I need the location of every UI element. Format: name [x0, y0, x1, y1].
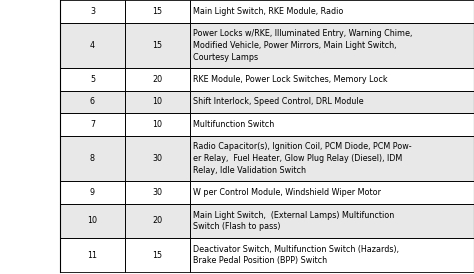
- Bar: [60, 136, 474, 181]
- Bar: [190, 238, 474, 272]
- Bar: [60, 113, 474, 136]
- Bar: [125, 68, 190, 91]
- Text: 30: 30: [153, 154, 163, 163]
- Bar: [0, 238, 60, 272]
- Text: W per Control Module, Windshield Wiper Motor: W per Control Module, Windshield Wiper M…: [193, 188, 381, 197]
- Bar: [125, 91, 190, 113]
- Bar: [125, 23, 190, 68]
- Text: 9: 9: [90, 188, 95, 197]
- Text: 10: 10: [153, 120, 163, 129]
- Bar: [60, 181, 125, 204]
- Bar: [125, 136, 190, 181]
- Bar: [125, 204, 190, 238]
- Text: Deactivator Switch, Multifunction Switch (Hazards),
Brake Pedal Position (BPP) S: Deactivator Switch, Multifunction Switch…: [193, 245, 399, 266]
- Text: Multifunction Switch: Multifunction Switch: [193, 120, 274, 129]
- Bar: [190, 181, 474, 204]
- Text: 15: 15: [153, 250, 163, 259]
- Text: 5: 5: [90, 75, 95, 84]
- Bar: [60, 68, 125, 91]
- Bar: [190, 113, 474, 136]
- Bar: [0, 23, 60, 68]
- Bar: [60, 204, 474, 238]
- Text: 8: 8: [90, 154, 95, 163]
- Text: 4: 4: [90, 41, 95, 50]
- Bar: [125, 0, 190, 23]
- Text: RKE Module, Power Lock Switches, Memory Lock: RKE Module, Power Lock Switches, Memory …: [193, 75, 388, 84]
- Text: 6: 6: [90, 98, 95, 107]
- Text: 15: 15: [153, 41, 163, 50]
- Bar: [60, 0, 125, 23]
- Bar: [60, 23, 474, 68]
- Bar: [60, 113, 125, 136]
- Bar: [60, 204, 125, 238]
- Text: Radio Capacitor(s), Ignition Coil, PCM Diode, PCM Pow-
er Relay,  Fuel Heater, G: Radio Capacitor(s), Ignition Coil, PCM D…: [193, 142, 411, 175]
- Bar: [60, 181, 474, 204]
- Text: 3: 3: [90, 7, 95, 16]
- Bar: [190, 204, 474, 238]
- Text: 10: 10: [153, 98, 163, 107]
- Bar: [60, 0, 474, 23]
- Bar: [190, 91, 474, 113]
- Text: 15: 15: [153, 7, 163, 16]
- Bar: [60, 91, 125, 113]
- Text: Shift Interlock, Speed Control, DRL Module: Shift Interlock, Speed Control, DRL Modu…: [193, 98, 364, 107]
- Text: 7: 7: [90, 120, 95, 129]
- Bar: [190, 68, 474, 91]
- Bar: [60, 91, 474, 113]
- Bar: [0, 0, 60, 23]
- Bar: [190, 0, 474, 23]
- Text: 20: 20: [153, 75, 163, 84]
- Bar: [60, 23, 125, 68]
- Text: Main Light Switch,  (External Lamps) Multifunction
Switch (Flash to pass): Main Light Switch, (External Lamps) Mult…: [193, 211, 394, 232]
- Bar: [125, 113, 190, 136]
- Bar: [0, 68, 60, 91]
- Bar: [0, 204, 60, 238]
- Text: Power Locks w/RKE, Illuminated Entry, Warning Chime,
Modified Vehicle, Power Mir: Power Locks w/RKE, Illuminated Entry, Wa…: [193, 29, 412, 62]
- Text: 20: 20: [153, 216, 163, 226]
- Bar: [60, 238, 125, 272]
- Bar: [0, 91, 60, 113]
- Bar: [190, 23, 474, 68]
- Bar: [190, 136, 474, 181]
- Bar: [60, 68, 474, 91]
- Text: Main Light Switch, RKE Module, Radio: Main Light Switch, RKE Module, Radio: [193, 7, 343, 16]
- Bar: [125, 181, 190, 204]
- Text: 10: 10: [88, 216, 98, 226]
- Bar: [0, 181, 60, 204]
- Bar: [0, 136, 60, 181]
- Text: 30: 30: [153, 188, 163, 197]
- Bar: [60, 238, 474, 272]
- Text: 11: 11: [88, 250, 98, 259]
- Bar: [125, 238, 190, 272]
- Bar: [60, 136, 125, 181]
- Bar: [0, 113, 60, 136]
